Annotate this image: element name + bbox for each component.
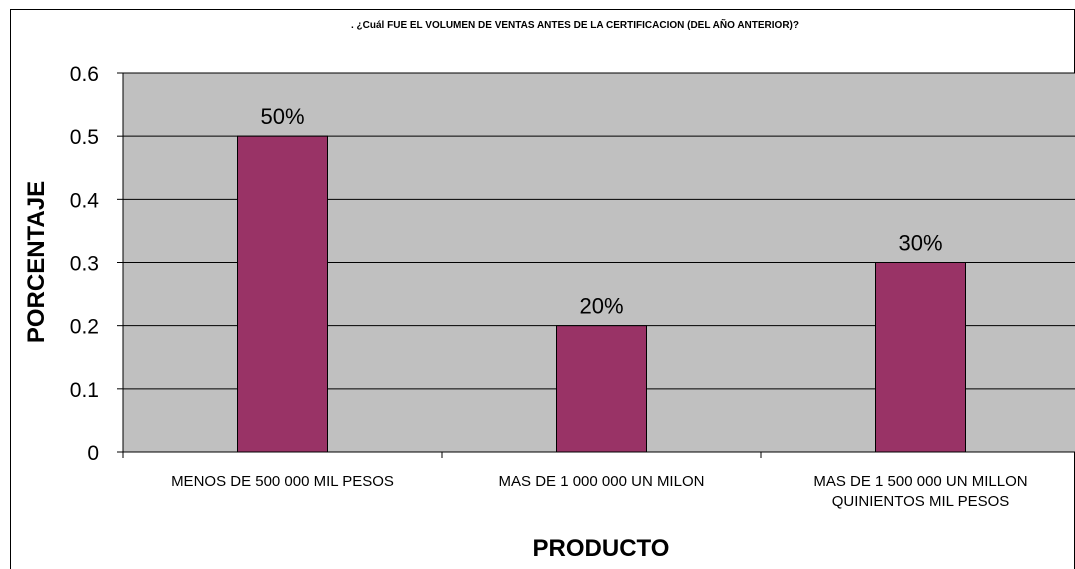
data-label: 50%: [260, 104, 304, 129]
y-axis-title: PORCENTAJE: [23, 181, 50, 343]
category-labels: MENOS DE 500 000 MIL PESOS MAS DE 1 000 0…: [171, 473, 1028, 510]
category-label: MAS DE 1 500 000 UN MILLON: [813, 473, 1027, 490]
category-label: QUINIENTOS MIL PESOS: [832, 493, 1010, 510]
data-label: 20%: [579, 294, 623, 319]
y-tick-label: 0: [87, 442, 99, 465]
data-labels: 50% 20% 30%: [260, 104, 942, 319]
y-tick-label: 0.4: [70, 189, 100, 212]
x-axis-ticks: [122, 452, 762, 458]
chart-title: . ¿Cuál FUE EL VOLUMEN DE VENTAS ANTES D…: [351, 18, 799, 31]
bar: [556, 325, 647, 453]
data-label: 30%: [898, 231, 942, 256]
bar: [237, 135, 328, 453]
y-tick-label: 0.5: [70, 126, 99, 149]
y-tick-label: 0.2: [70, 316, 99, 339]
y-tick-label: 0.1: [70, 379, 99, 402]
x-axis-title: PRODUCTO: [533, 535, 670, 562]
y-axis-ticks: 0 0.1 0.2 0.3 0.4 0.5 0.6: [70, 63, 123, 465]
y-tick-label: 0.3: [70, 253, 99, 276]
category-label: MENOS DE 500 000 MIL PESOS: [171, 473, 394, 490]
y-tick-label: 0.6: [70, 63, 99, 86]
bar: [875, 262, 966, 453]
category-label: MAS DE 1 000 000 UN MILON: [499, 473, 705, 490]
